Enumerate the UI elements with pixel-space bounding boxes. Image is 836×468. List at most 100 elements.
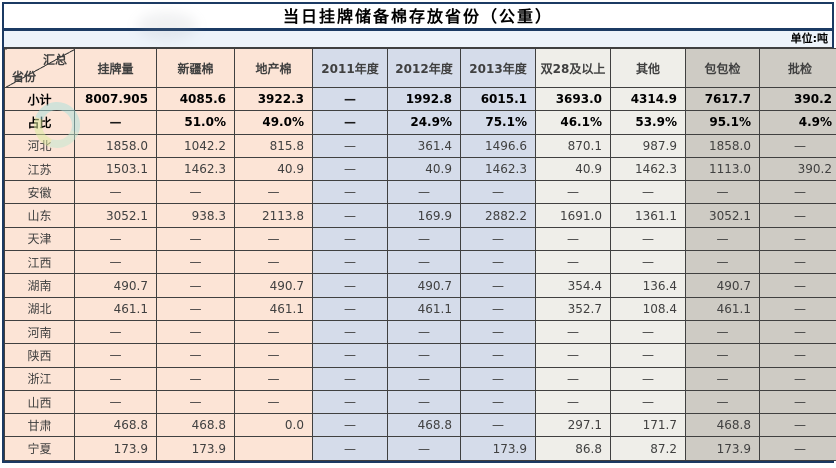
value-cell: — — [74, 366, 157, 391]
value-cell: 87.2 — [610, 436, 686, 461]
table-row: 湖北 461.1—461.1—461.1—352.7 108.4 461.1— — [4, 296, 836, 321]
value-cell: — — [759, 366, 836, 391]
value-cell: — — [312, 436, 388, 461]
value-cell: 46.1% — [535, 110, 611, 135]
value-cell: 1462.3 — [156, 156, 235, 182]
value-cell: — — [387, 366, 461, 391]
value-cell: 1496.6 — [460, 133, 536, 158]
table-row: 湖南 490.7—490.7—490.7—354.4 136.4 490.7— — [4, 273, 836, 298]
value-cell: 468.8 — [685, 413, 760, 438]
value-cell: 354.4 — [535, 273, 611, 298]
value-cell: — — [535, 343, 611, 368]
value-cell: — — [387, 180, 461, 205]
value-cell: — — [460, 180, 536, 205]
value-cell: — — [156, 389, 235, 415]
value-cell: — — [460, 296, 536, 321]
province-cell: 江苏 — [4, 156, 75, 182]
value-cell: — — [535, 389, 611, 415]
value-cell: — — [312, 180, 388, 205]
value-cell: 1858.0 — [685, 133, 760, 158]
value-cell: 1858.0 — [74, 133, 157, 158]
value-cell: 987.9 — [610, 133, 686, 158]
value-cell: — — [156, 250, 235, 275]
value-cell: 461.1 — [74, 296, 157, 321]
column-header-8: 包包检 — [685, 48, 760, 88]
value-cell: — — [312, 273, 388, 298]
value-cell: — — [610, 226, 686, 252]
value-cell: 4085.6 — [156, 86, 235, 112]
value-cell: — — [759, 389, 836, 415]
page-title: 当日挂牌储备棉存放省份（公重） — [4, 4, 832, 31]
value-cell: 390.2 — [759, 86, 836, 112]
value-cell: 53.9% — [610, 110, 686, 135]
table-row: 河北 1858.0 1042.2 815.8—361.4 1496.6 870.1 987.… — [4, 133, 836, 158]
value-cell: — — [759, 180, 836, 205]
value-cell: — — [610, 366, 686, 391]
column-header-1: 新疆棉 — [156, 48, 235, 88]
value-cell: 49.0% — [234, 110, 313, 135]
value-cell: — — [234, 366, 313, 391]
value-cell: — — [685, 250, 760, 275]
value-cell: — — [312, 319, 388, 345]
value-cell: — — [535, 319, 611, 345]
value-cell: 1503.1 — [74, 156, 157, 182]
corner-label-summary: 汇总 — [42, 53, 67, 67]
value-cell: — — [610, 319, 686, 345]
value-cell: 173.9 — [685, 436, 760, 461]
value-cell: — — [610, 343, 686, 368]
column-header-9: 批检 — [759, 48, 836, 88]
value-cell: 352.7 — [535, 296, 611, 321]
value-cell: — — [156, 273, 235, 298]
value-cell: 4314.9 — [610, 86, 686, 112]
table-row: 天津 — — — — — — — — — — — [4, 226, 836, 252]
value-cell: 173.9 — [460, 436, 536, 461]
value-cell: — — [759, 343, 836, 368]
value-cell: 136.4 — [610, 273, 686, 298]
value-cell: 3052.1 — [685, 203, 760, 228]
value-cell — [234, 436, 313, 461]
value-cell: — — [460, 319, 536, 345]
corner-header-cell: 汇总 省份 — [4, 48, 75, 88]
column-header-4: 2012年度 — [387, 48, 461, 88]
value-cell: — — [312, 413, 388, 438]
value-cell: — — [535, 250, 611, 275]
province-cell: 湖北 — [4, 296, 75, 321]
table-row: 甘肃 468.8 468.8 0.0—468.8—297.1 171.7 468.8— — [4, 413, 836, 438]
value-cell: 490.7 — [685, 273, 760, 298]
value-cell: 938.3 — [156, 203, 235, 228]
value-cell: — — [234, 319, 313, 345]
table-row: 江苏 1503.1 1462.3 40.9—40.9 1462.3 40.9 1462.3 1… — [4, 156, 836, 182]
table-row: 宁夏 173.9 173.9— —173.9 86.8 87.2 173.9— — [4, 436, 836, 461]
value-cell: 40.9 — [535, 156, 611, 182]
column-header-5: 2013年度 — [460, 48, 536, 88]
value-cell: — — [156, 343, 235, 368]
province-cell: 山西 — [4, 389, 75, 415]
cotton-province-table: 汇总 省份 挂牌量 新疆棉 地产棉 2011年度 2012年度 2013年度 双28及以上其… — [4, 48, 836, 461]
value-cell: — — [156, 366, 235, 391]
value-cell: — — [387, 250, 461, 275]
value-cell: — — [74, 343, 157, 368]
value-cell: — — [759, 226, 836, 252]
table-body: 小计 8007.905 4085.6 3922.3 — 1992.8 6015.1 3693.… — [4, 86, 836, 461]
value-cell: — — [74, 110, 157, 135]
province-cell: 宁夏 — [4, 436, 75, 461]
value-cell: — — [312, 133, 388, 158]
value-cell: 815.8 — [234, 133, 313, 158]
province-cell: 小计 — [4, 86, 75, 112]
value-cell: 2882.2 — [460, 203, 536, 228]
value-cell: — — [685, 319, 760, 345]
value-cell: — — [759, 133, 836, 158]
value-cell: 1691.0 — [535, 203, 611, 228]
value-cell: 4.9% — [759, 110, 836, 135]
corner-label-province: 省份 — [12, 70, 37, 84]
column-header-0: 挂牌量 — [74, 48, 157, 88]
value-cell: 108.4 — [610, 296, 686, 321]
value-cell: — — [685, 343, 760, 368]
table-row: 占比 —51.0% 49.0% —24.9% 75.1% 46.1% 53.9% 95.1% 4… — [4, 110, 836, 135]
column-header-7: 其他 — [610, 48, 686, 88]
value-cell: 173.9 — [156, 436, 235, 461]
value-cell: 40.9 — [387, 156, 461, 182]
value-cell: 490.7 — [387, 273, 461, 298]
table-row: 浙江 — — — — — — — — — — — [4, 366, 836, 391]
value-cell: 3052.1 — [74, 203, 157, 228]
